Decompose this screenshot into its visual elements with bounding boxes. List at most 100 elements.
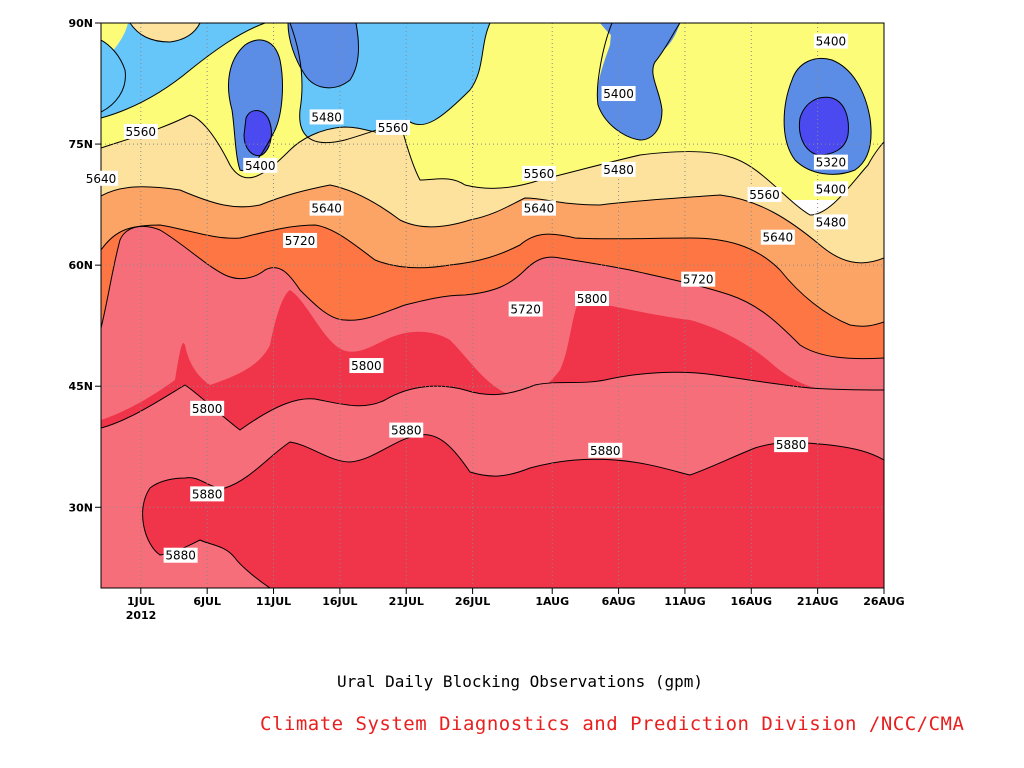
contour-label: 5720 xyxy=(508,301,543,317)
y-tick-label: 45N xyxy=(68,380,93,393)
contour-label-text: 5400 xyxy=(816,35,847,49)
contour-label-box xyxy=(813,181,848,197)
band-above-5880-core xyxy=(142,434,884,588)
x-tick-label: 11AUG xyxy=(664,595,705,608)
contour-label-box xyxy=(521,200,556,216)
x-tick-label: 26JUL xyxy=(455,595,490,608)
contour-label-text: 5320 xyxy=(816,156,847,170)
contour-label-box xyxy=(190,400,225,416)
contour-label: 5720 xyxy=(681,271,716,287)
contour-label-box xyxy=(283,232,318,248)
region-below-5320-east xyxy=(799,97,849,155)
y-tick-label: 60N xyxy=(68,259,93,272)
contour-label: 5400 xyxy=(601,86,636,102)
contour-label: 5880 xyxy=(190,486,225,502)
contour-label-text: 5880 xyxy=(391,424,422,438)
contour-label-text: 5560 xyxy=(378,121,409,135)
contour-label: 5640 xyxy=(84,170,118,186)
contour-label: 5560 xyxy=(521,165,556,181)
x-tick-label: 21AUG xyxy=(797,595,838,608)
contour-label-box xyxy=(588,442,623,458)
contour-label-text: 5640 xyxy=(86,172,117,186)
y-tick-label: 75N xyxy=(68,138,93,151)
contour-label-box xyxy=(190,486,225,502)
contour-label: 5880 xyxy=(389,422,424,438)
x-tick-label: 1AUG xyxy=(535,595,569,608)
contour-label-text: 5640 xyxy=(311,202,342,216)
x-tick-label: 16AUG xyxy=(731,595,772,608)
contour-label-text: 5400 xyxy=(816,182,847,196)
contour-label: 5640 xyxy=(760,229,795,245)
contour-label-box xyxy=(389,422,424,438)
year-label: 2012 xyxy=(126,609,157,622)
contour-label: 5480 xyxy=(813,214,848,230)
contour-label-text: 5720 xyxy=(683,273,714,287)
x-tick-label: 11JUL xyxy=(256,595,291,608)
contour-label-text: 5560 xyxy=(126,125,157,139)
chart-title: Ural Daily Blocking Observations (gpm) xyxy=(336,672,704,691)
contour-label-box xyxy=(375,119,410,135)
contour-label-box xyxy=(521,165,556,181)
contour-label-box xyxy=(760,229,795,245)
contour-label-text: 5880 xyxy=(192,487,223,501)
x-axis: 1JUL 6JUL 11JUL 16JUL 21JUL 26JUL 1AUG 6AUG 11AU… xyxy=(127,588,905,608)
x-tick-label: 6JUL xyxy=(193,595,221,608)
contour-label-text: 5800 xyxy=(351,359,382,373)
contour-label: 5720 xyxy=(283,232,318,248)
contour-label-text: 5880 xyxy=(590,444,621,458)
y-tick-label: 30N xyxy=(68,501,93,514)
y-axis: 30N 45N 60N 75N 90N xyxy=(68,17,101,514)
contour-label-text: 5640 xyxy=(524,202,555,216)
y-tick-label: 90N xyxy=(68,17,93,30)
contour-label-text: 5560 xyxy=(749,188,780,202)
contour-label: 5400 xyxy=(813,33,848,49)
contour-label-box xyxy=(123,123,158,139)
contour-label-text: 5720 xyxy=(510,303,541,317)
contour-label-text: 5800 xyxy=(577,292,608,306)
contour-label-box xyxy=(813,33,848,49)
contour-label-box xyxy=(601,161,636,177)
x-tick-label: 26AUG xyxy=(863,595,904,608)
contour-label-box xyxy=(243,157,278,173)
contour-label-text: 5640 xyxy=(763,231,794,245)
contour-label-text: 5880 xyxy=(776,438,807,452)
contour-label-box xyxy=(601,86,636,102)
contour-label: 5800 xyxy=(349,358,384,374)
contour-label-box xyxy=(813,214,848,230)
contour-label-box xyxy=(163,547,198,563)
x-tick-label: 16JUL xyxy=(322,595,357,608)
contour-label-box xyxy=(774,437,809,453)
contour-label: 5560 xyxy=(123,123,158,139)
contour-label: 5560 xyxy=(375,119,410,135)
contour-lines xyxy=(101,23,884,588)
contour-label-text: 5400 xyxy=(245,159,276,173)
contour-label-text: 5480 xyxy=(311,110,342,124)
contour-label-box xyxy=(681,271,716,287)
contour-label-text: 5800 xyxy=(192,402,223,416)
contour-label-text: 5480 xyxy=(603,163,634,177)
contour-label-box xyxy=(747,186,782,202)
contour-label-box xyxy=(575,291,610,307)
contour-label: 5640 xyxy=(521,200,556,216)
region-5320-5400-mid-top xyxy=(600,23,680,55)
contour-label-box xyxy=(84,170,118,186)
plot-area xyxy=(101,23,884,588)
contour-label: 5800 xyxy=(575,291,610,307)
contour-plot: 30N 45N 60N 75N 90N 1JUL 6JUL 11JUL 16JUL 21JUL 2… xyxy=(68,17,905,622)
x-tick-label: 21JUL xyxy=(389,595,424,608)
contour-label-box xyxy=(508,301,543,317)
contour-label: 5800 xyxy=(190,400,225,416)
contour-labels: 5560 5640 5400 5480 5560 5640 5720 5800 5800 5880… xyxy=(84,33,848,563)
contour-label: 5400 xyxy=(813,181,848,197)
plot-frame xyxy=(100,22,885,589)
contour-label-text: 5880 xyxy=(165,549,196,563)
region-below-5400-west xyxy=(244,110,272,156)
contour-label: 5480 xyxy=(601,161,636,177)
gridlines xyxy=(101,23,884,588)
x-tick-label: 6AUG xyxy=(602,595,636,608)
region-5320-5400-west2 xyxy=(288,23,359,88)
contour-label: 5880 xyxy=(588,442,623,458)
contour-label-text: 5480 xyxy=(816,215,847,229)
contour-label: 5880 xyxy=(163,547,198,563)
contour-label: 5480 xyxy=(309,109,344,125)
